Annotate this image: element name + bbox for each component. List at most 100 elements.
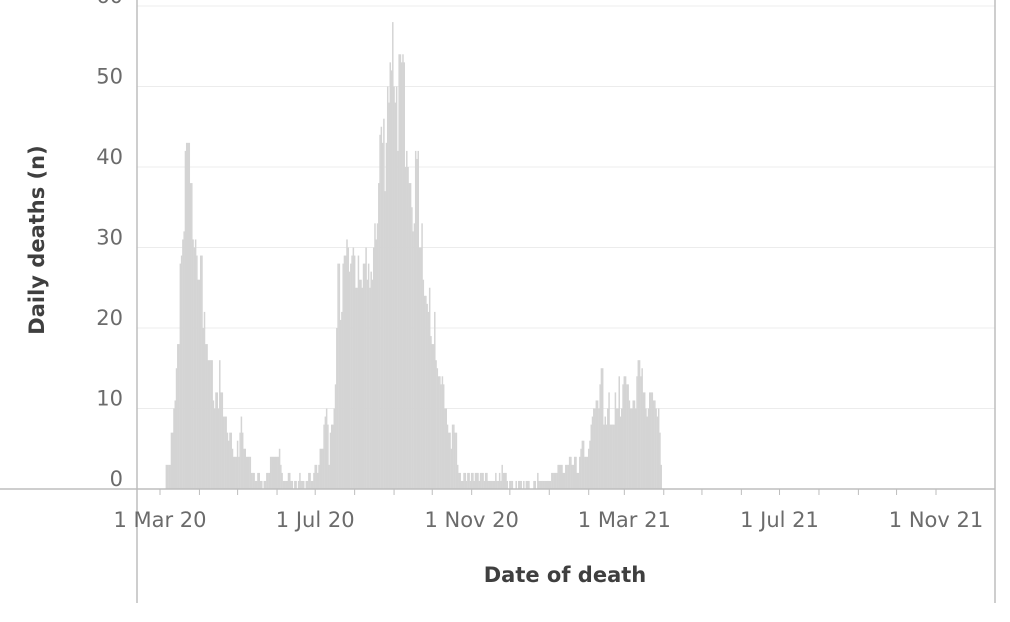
bar — [492, 480, 495, 489]
bar — [334, 384, 337, 489]
bar — [364, 263, 366, 489]
bar — [211, 360, 213, 489]
bar — [367, 263, 370, 489]
bar — [623, 376, 626, 489]
chart-frame — [0, 0, 996, 603]
bar — [285, 480, 287, 489]
bar — [221, 392, 224, 489]
bar — [426, 303, 428, 489]
bar — [249, 456, 252, 489]
bar — [300, 480, 302, 489]
bar — [322, 448, 324, 489]
bar — [458, 472, 460, 489]
bar — [289, 472, 291, 489]
bar — [484, 472, 487, 489]
y-tick-label: 50 — [96, 65, 123, 89]
bar — [590, 424, 592, 489]
bar — [234, 456, 236, 489]
bar — [175, 368, 178, 489]
bar — [571, 464, 573, 489]
bar — [247, 456, 249, 489]
bar — [257, 472, 259, 489]
bar — [272, 456, 274, 489]
bar — [612, 424, 614, 489]
y-tick-label: 40 — [96, 145, 123, 169]
bar — [511, 480, 514, 489]
bar — [378, 183, 380, 489]
bar — [633, 400, 636, 489]
bar — [238, 456, 240, 489]
bar — [372, 247, 375, 489]
bar — [496, 480, 498, 489]
bar — [559, 464, 562, 489]
bar — [374, 223, 376, 489]
bar — [273, 456, 276, 489]
bar — [250, 472, 253, 489]
bar — [381, 142, 384, 489]
bar — [375, 239, 378, 489]
bar — [430, 336, 432, 489]
bar — [446, 424, 449, 489]
bar — [533, 480, 535, 489]
bar — [309, 472, 311, 489]
bar — [423, 295, 426, 489]
bar — [444, 408, 446, 489]
bar — [319, 448, 322, 489]
bar — [482, 472, 484, 489]
bar — [432, 344, 435, 489]
bar — [557, 464, 559, 489]
bar — [268, 472, 271, 489]
bar — [428, 287, 431, 489]
bar — [465, 480, 468, 489]
bar — [474, 472, 477, 489]
bar — [552, 472, 554, 489]
bar — [344, 255, 347, 489]
bar — [596, 400, 599, 489]
bar — [629, 408, 632, 489]
bar — [486, 472, 488, 489]
bar — [427, 311, 430, 489]
bar — [585, 456, 587, 489]
bar — [591, 416, 594, 489]
bar — [624, 376, 627, 489]
bar — [408, 183, 411, 489]
bar — [470, 472, 473, 489]
bar — [383, 118, 385, 489]
bar — [192, 239, 194, 489]
bar — [579, 456, 581, 489]
bar — [403, 62, 405, 489]
bar — [252, 472, 254, 489]
x-tick-label: 1 Jul 20 — [276, 508, 355, 532]
bar — [341, 311, 343, 489]
bar — [604, 416, 606, 489]
bar — [515, 480, 517, 489]
bar — [537, 472, 539, 489]
bar — [584, 456, 586, 489]
bar — [476, 472, 478, 489]
bar — [468, 472, 470, 489]
bar — [504, 472, 506, 489]
bar — [464, 472, 467, 489]
bar — [182, 239, 184, 489]
x-tick-label: 1 Jul 21 — [740, 508, 819, 532]
bar — [369, 287, 371, 489]
bar — [225, 416, 227, 489]
bar — [347, 247, 350, 489]
bar — [409, 183, 412, 489]
bar — [330, 424, 333, 489]
bar — [219, 360, 221, 489]
bar — [179, 263, 182, 489]
bar — [463, 472, 465, 489]
bar — [406, 150, 408, 489]
bar — [191, 183, 193, 489]
bar — [280, 464, 282, 489]
bar — [538, 480, 540, 489]
bar — [483, 480, 486, 489]
bar — [605, 424, 608, 489]
bar — [420, 247, 422, 489]
bar — [189, 183, 192, 489]
bar — [610, 424, 613, 489]
bar — [184, 150, 187, 489]
bar — [553, 472, 556, 489]
bar — [576, 472, 579, 489]
